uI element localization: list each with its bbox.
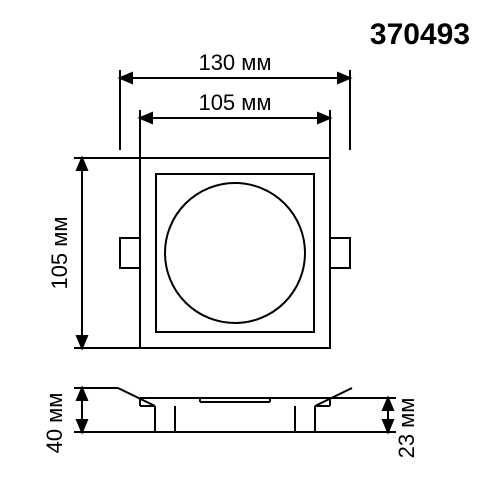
side-view (118, 388, 352, 432)
dim-width-outer (120, 70, 350, 150)
dim-depth-side (315, 398, 396, 432)
top-view (120, 158, 350, 348)
technical-drawing (0, 0, 500, 500)
dim-width-inner (140, 110, 330, 158)
dim-height-side (74, 388, 155, 432)
dim-height-main (74, 158, 140, 348)
